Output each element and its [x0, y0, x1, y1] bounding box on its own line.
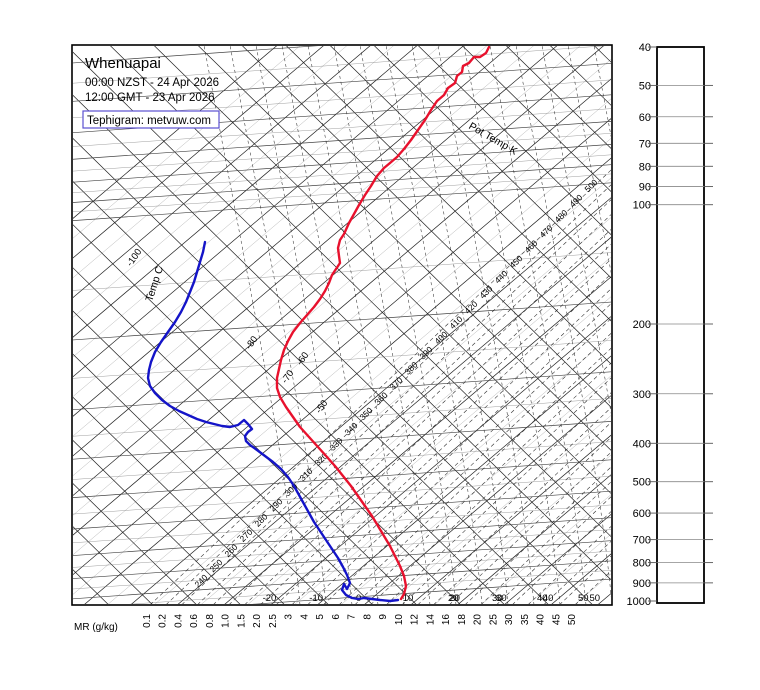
utc-time-label: 12:00 GMT - 23 Apr 2026	[85, 92, 215, 104]
bottom-isotherm-label: 40	[537, 593, 548, 604]
mixing-ratio-lines	[150, 169, 611, 604]
source-badge-box	[82, 110, 220, 129]
mixing-ratio-axis-label: MR (g/kg)	[74, 622, 118, 633]
pressure-tick-label: 100	[633, 200, 651, 212]
pressure-tick-label: 80	[639, 161, 651, 173]
mixing-ratio-tick-label: 0.1	[142, 614, 153, 628]
mixing-ratio-tick-label: 30	[504, 614, 515, 626]
bottom-isotherm-label: 50	[590, 593, 601, 604]
pressure-tick-label: 60	[639, 112, 651, 124]
dewpoint-profile-curve	[146, 240, 400, 603]
pressure-tick-label: 600	[633, 508, 651, 520]
mixing-ratio-tick-label: 0.6	[189, 614, 200, 628]
pressure-tick-label: 1000	[627, 596, 651, 608]
pressure-tick-label: 900	[633, 578, 651, 590]
mixing-ratio-tick-label: 7	[347, 614, 358, 620]
mixing-ratio-tick-label: 8	[362, 614, 373, 620]
mixing-ratio-tick-labels: 0.1 0.2 0.4 0.6 0.8 1.0 1.5 2.0 2.5 3 4 5 6 7 8 9 10 12 14…	[142, 614, 578, 628]
pressure-tick-label: 200	[633, 319, 651, 331]
local-time-label: 00:00 NZST - 24 Apr 2026	[85, 77, 219, 89]
mixing-ratio-tick-label: 2.0	[252, 614, 263, 628]
pressure-tick-group: 40 50 60 70 80 90 100 200 300 400 500 600 700 800 900 1…	[627, 42, 713, 608]
wind-panel-box	[656, 46, 705, 604]
mixing-ratio-tick-label: 1.5	[236, 614, 247, 628]
mixing-ratio-tick-label: 50	[567, 614, 578, 626]
pressure-tick-label: 90	[639, 182, 651, 194]
mixing-ratio-tick-label: 9	[378, 614, 389, 620]
mixing-ratio-tick-label: 4	[299, 614, 310, 620]
mixing-ratio-tick-label: 45	[551, 614, 562, 626]
bottom-isotherm-label: 30	[496, 593, 507, 604]
mixing-ratio-tick-label: 6	[331, 614, 342, 620]
pressure-tick-label: 40	[639, 42, 651, 54]
isotherm-lines	[73, 46, 611, 604]
pressure-axis-panel: 40 50 60 70 80 90 100 200 300 400 500 600 700 800 900 1…	[627, 42, 713, 608]
pressure-tick-label: 70	[639, 138, 651, 150]
mixing-ratio-tick-label: 18	[457, 614, 468, 626]
pressure-tick-label: 300	[633, 389, 651, 401]
plot-border	[71, 44, 613, 606]
mixing-ratio-tick-label: 1.0	[221, 614, 232, 628]
mixing-ratio-tick-label: 40	[536, 614, 547, 626]
mixing-ratio-tick-label: 14	[425, 614, 436, 626]
bottom-isotherm-label: 20	[448, 593, 459, 604]
station-name: Whenuapai	[85, 55, 161, 72]
pressure-tick-label: 50	[639, 80, 651, 92]
mixing-ratio-tick-label: 0.2	[158, 614, 169, 628]
mixing-ratio-tick-label: 10	[394, 614, 405, 626]
bottom-isotherm-label: -10	[309, 593, 323, 604]
bottom-isotherm-label: 10	[403, 593, 414, 604]
mixing-ratio-tick-label: 3	[284, 614, 295, 620]
title-block: Whenuapai 00:00 NZST - 24 Apr 2026 12:00…	[82, 55, 220, 129]
mixing-ratio-tick-label: 25	[488, 614, 499, 626]
mixing-ratio-tick-label: 5	[315, 614, 326, 620]
mixing-ratio-tick-label: 0.4	[173, 614, 184, 628]
mixing-ratio-tick-label: 20	[473, 614, 484, 626]
mixing-ratio-tick-label: 35	[520, 614, 531, 626]
pressure-tick-label: 400	[633, 438, 651, 450]
pressure-tick-label: 700	[633, 535, 651, 547]
bottom-isotherm-label: -20	[263, 593, 277, 604]
mixing-ratio-tick-label: 0.8	[205, 614, 216, 628]
bottom-isotherm-label: 50	[578, 593, 589, 604]
mixing-ratio-tick-label: 12	[410, 614, 421, 626]
mixing-ratio-tick-label: 16	[441, 614, 452, 626]
bottom-isotherm-label: 20	[449, 593, 460, 604]
bottom-isotherm-label: 40	[543, 593, 554, 604]
pressure-tick-label: 500	[633, 477, 651, 489]
source-label: Tephigram: metvuw.com	[87, 115, 211, 127]
mixing-ratio-tick-label: 2.5	[268, 614, 279, 628]
pressure-tick-label: 800	[633, 558, 651, 570]
temperature-profile-curve	[275, 46, 491, 601]
bottom-isotherm-label: 30	[492, 593, 503, 604]
